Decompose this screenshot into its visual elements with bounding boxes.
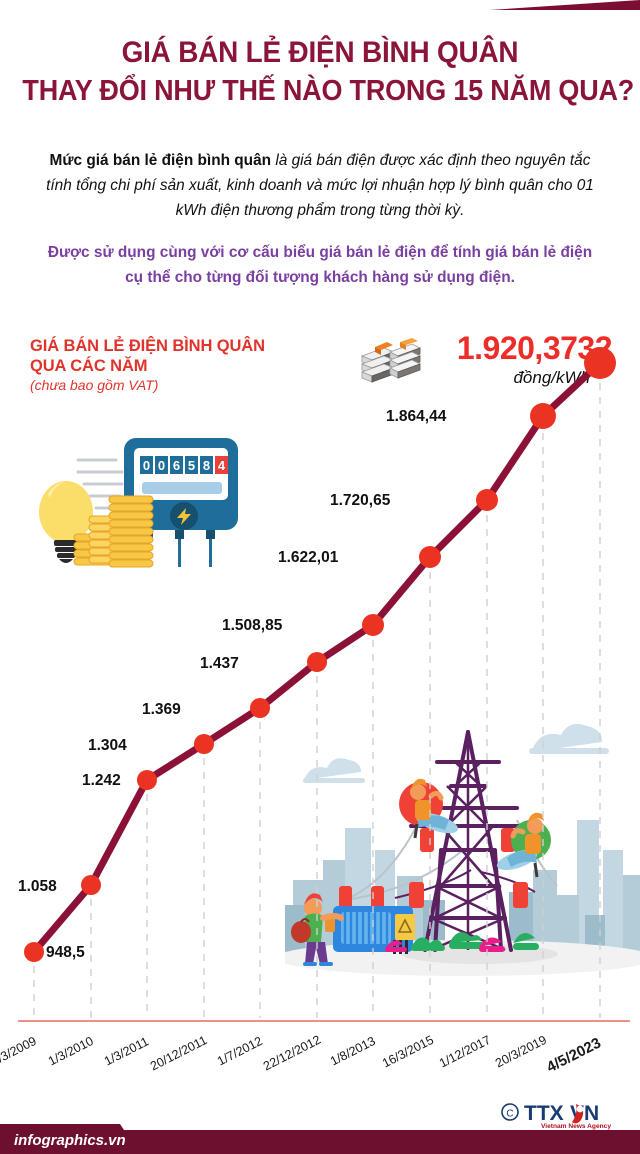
chart-caption-line-2: QUA CÁC NĂM	[30, 357, 148, 375]
intro-rest: là giá bán điện được xác định theo nguyê…	[46, 152, 594, 219]
title-line-1: GIÁ BÁN LẺ ĐIỆN BÌNH QUÂN	[121, 36, 519, 69]
chart-data-label: 1.720,65	[330, 492, 391, 509]
chart-data-label: 1.242	[82, 772, 121, 789]
chart-data-label: 948,5	[46, 944, 85, 961]
chart-data-point	[250, 698, 270, 718]
footer-tab	[0, 1124, 140, 1154]
x-axis-label: 4/5/2023	[544, 1034, 604, 1077]
chart-data-label: 1.304	[88, 737, 127, 754]
chart-data-point	[81, 875, 101, 895]
x-axis-label: 20/12/2011	[148, 1033, 210, 1074]
x-axis-label: 16/3/2015	[379, 1033, 436, 1071]
svg-text:Vietnam News Agency: Vietnam News Agency	[541, 1123, 611, 1130]
chart-data-point	[584, 347, 616, 379]
footer-site-label: infographics.vn	[14, 1132, 126, 1149]
svg-text:TTX: TTX	[524, 1102, 564, 1125]
chart-data-point	[362, 614, 384, 636]
svg-text:4: 4	[218, 458, 226, 473]
chart-caption-note: (chưa bao gồm VAT)	[30, 377, 159, 393]
x-axis-label: 20/3/2019	[492, 1033, 549, 1071]
intro-bold-lead: Mức giá bán lẻ điện bình quân	[49, 152, 272, 169]
x-axis-label: 1/12/2017	[436, 1033, 493, 1071]
chart-data-label: 1.058	[18, 878, 57, 895]
top-decoration	[490, 0, 640, 10]
ttxvn-logo: C TTX VN Vietnam News Agency	[500, 1100, 630, 1130]
chart-data-label: 1.437	[200, 655, 239, 672]
electricity-meter-icon: 0 0 6 5 8 4	[26, 430, 256, 580]
chart-data-point	[307, 652, 327, 672]
chart-data-label: 1.369	[142, 701, 181, 718]
page-title: GIÁ BÁN LẺ ĐIỆN BÌNH QUÂN THAY ĐỔI NHƯ T…	[0, 34, 640, 110]
svg-text:0: 0	[143, 458, 150, 473]
chart-data-point	[194, 734, 214, 754]
chart-caption: GIÁ BÁN LẺ ĐIỆN BÌNH QUÂN QUA CÁC NĂM (c…	[30, 336, 330, 393]
chart-svg	[24, 347, 616, 1018]
chart-data-label: 1.864,44	[386, 408, 447, 425]
intro-paragraph-purple: Được sử dụng cùng với cơ cấu biểu giá bá…	[47, 244, 593, 286]
chart-data-point	[137, 770, 157, 790]
x-axis-label: 1/3/2011	[102, 1033, 152, 1068]
x-axis-label: 1/8/2013	[328, 1033, 378, 1068]
headline-unit: đồng/kWh	[513, 368, 590, 387]
intro-paragraph: Mức giá bán lẻ điện bình quân là giá bán…	[38, 148, 602, 223]
chart-data-label: 1.622,01	[278, 549, 339, 566]
line-chart: 948,5 1.058 1.242 1.304 1.369 1.437 1.508,85 1.…	[0, 320, 640, 1020]
title-line-2: THAY ĐỔI NHƯ THẾ NÀO TRONG 15 NĂM QUA?	[22, 75, 635, 107]
chart-data-point	[530, 403, 556, 429]
x-axis-label: 1/3/2009	[0, 1033, 39, 1068]
chart-x-axis-labels: 1/3/2009 1/3/2010 1/3/2011 20/12/2011 1/7/20…	[0, 1022, 640, 1102]
chart-data-points	[24, 347, 616, 962]
money-stack-icon	[360, 338, 422, 390]
footer: infographics.vn C TTX VN Vietnam News Ag…	[0, 1102, 640, 1154]
chart-data-label: 1.508,85	[222, 617, 283, 634]
chart-x-axis	[18, 1020, 630, 1022]
svg-text:0: 0	[158, 458, 165, 473]
svg-text:6: 6	[173, 458, 180, 473]
svg-text:C: C	[506, 1109, 513, 1120]
chart-data-point	[419, 546, 441, 568]
chart-gridlines	[33, 383, 601, 1018]
chart-caption-line-1: GIÁ BÁN LẺ ĐIỆN BÌNH QUÂN	[30, 337, 265, 355]
x-axis-label: 1/7/2012	[215, 1033, 265, 1068]
x-axis-label: 1/3/2010	[46, 1033, 96, 1068]
chart-data-point	[476, 489, 498, 511]
chart-data-point	[24, 942, 44, 962]
headline-value-block: 1.920,3732 đồng/kWh	[360, 330, 630, 388]
svg-text:8: 8	[203, 458, 210, 473]
x-axis-label: 22/12/2012	[261, 1032, 324, 1074]
svg-text:5: 5	[188, 458, 195, 473]
power-tower-illustration	[275, 700, 640, 1020]
